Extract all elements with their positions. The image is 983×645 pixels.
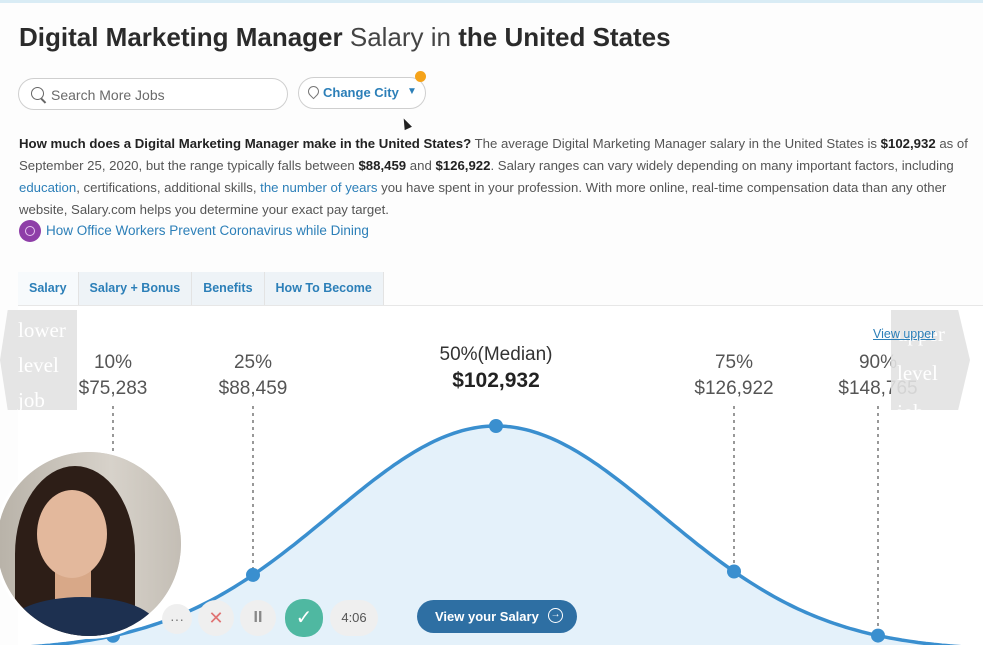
webcam-overlay	[0, 449, 184, 639]
desc-high: $126,922	[435, 158, 491, 173]
title-location: the United States	[458, 22, 671, 52]
percentile-point[interactable]	[871, 628, 885, 643]
salary-tabs: Salary Salary + Bonus Benefits How To Be…	[18, 272, 384, 305]
presenter-face	[37, 490, 107, 578]
nav-right-line: upper	[897, 322, 945, 346]
desc-question: How much does a Digital Marketing Manage…	[19, 136, 472, 151]
nav-left-line: level	[18, 353, 59, 377]
chevron-down-icon: ▼	[407, 86, 417, 97]
search-icon	[31, 87, 44, 100]
top-accent-bar	[0, 0, 983, 3]
percentile-name: 10%	[93, 352, 133, 373]
percentile-label: 10% $75,283	[53, 350, 173, 402]
desc-text: , certifications, additional skills,	[76, 180, 261, 195]
years-link[interactable]: the number of years	[260, 180, 378, 195]
page-title: Digital Marketing Manager Salary in the …	[19, 22, 671, 53]
tab-salary[interactable]: Salary	[18, 272, 79, 305]
desc-text: as of September 25, 2020, but the range …	[19, 136, 968, 173]
nav-left-line: lower	[18, 318, 66, 342]
more-options-button[interactable]: ···	[162, 604, 192, 634]
change-city-label: Change City	[323, 85, 399, 100]
curve-fill	[18, 426, 983, 645]
tab-salary-bonus[interactable]: Salary + Bonus	[78, 272, 193, 305]
desc-text: you have spent in your profession. With …	[19, 180, 947, 217]
desc-average: $102,932	[880, 136, 936, 151]
nav-left-line: job	[18, 388, 45, 412]
tab-how-to-become[interactable]: How To Become	[264, 272, 384, 305]
percentile-name: 90%	[858, 352, 898, 373]
nav-right-line: level	[897, 361, 938, 385]
salary-description: How much does a Digital Marketing Manage…	[19, 133, 969, 221]
pause-icon[interactable]: II	[240, 600, 276, 636]
title-job: Digital Marketing Manager	[19, 22, 343, 52]
desc-text: and	[406, 158, 436, 173]
percentile-label: 75% $126,922	[674, 350, 794, 402]
percentile-point[interactable]	[727, 564, 741, 579]
upper-level-job-button[interactable]: upper level job	[891, 310, 970, 410]
percentile-value: $75,283	[78, 378, 148, 399]
education-link[interactable]: education	[19, 180, 77, 195]
nav-right-line: job	[897, 398, 970, 410]
checkmark-icon[interactable]: ✓	[285, 599, 323, 637]
percentile-name: 25%	[233, 352, 273, 373]
search-box[interactable]	[18, 78, 288, 110]
desc-low: $88,459	[358, 158, 407, 173]
lower-level-job-button[interactable]: lower level job	[0, 310, 77, 410]
virus-icon	[19, 220, 41, 242]
location-pin-icon	[305, 83, 322, 100]
view-upper-link[interactable]: View upper	[873, 327, 936, 341]
mouse-cursor-icon	[400, 116, 412, 131]
percentile-value: $102,932	[452, 369, 540, 392]
tab-benefits[interactable]: Benefits	[192, 272, 265, 305]
percentile-value: $126,922	[694, 378, 774, 399]
close-icon[interactable]: ✕	[198, 600, 234, 636]
arrow-right-icon: →	[548, 608, 563, 623]
percentile-name: 50%(Median)	[439, 344, 553, 365]
change-city-button[interactable]: Change City ▼	[298, 77, 426, 109]
search-input[interactable]	[49, 85, 283, 105]
desc-text: . Salary ranges can vary widely dependin…	[490, 158, 954, 173]
title-mid: Salary in	[342, 22, 459, 52]
view-salary-label: View your Salary	[435, 609, 539, 624]
percentile-point[interactable]	[246, 567, 260, 582]
percentile-point[interactable]	[489, 419, 503, 433]
percentile-value: $88,459	[218, 378, 288, 399]
percentile-label: 50%(Median) $102,932	[436, 342, 556, 394]
percentile-name: 75%	[714, 352, 754, 373]
desc-text: The average Digital Marketing Manager sa…	[471, 136, 881, 151]
article-link[interactable]: How Office Workers Prevent Coronavirus w…	[46, 223, 369, 238]
percentile-label: 25% $88,459	[193, 350, 313, 402]
view-your-salary-button[interactable]: View your Salary →	[417, 600, 577, 633]
notification-dot	[415, 71, 426, 82]
recording-timer: 4:06	[330, 600, 378, 636]
